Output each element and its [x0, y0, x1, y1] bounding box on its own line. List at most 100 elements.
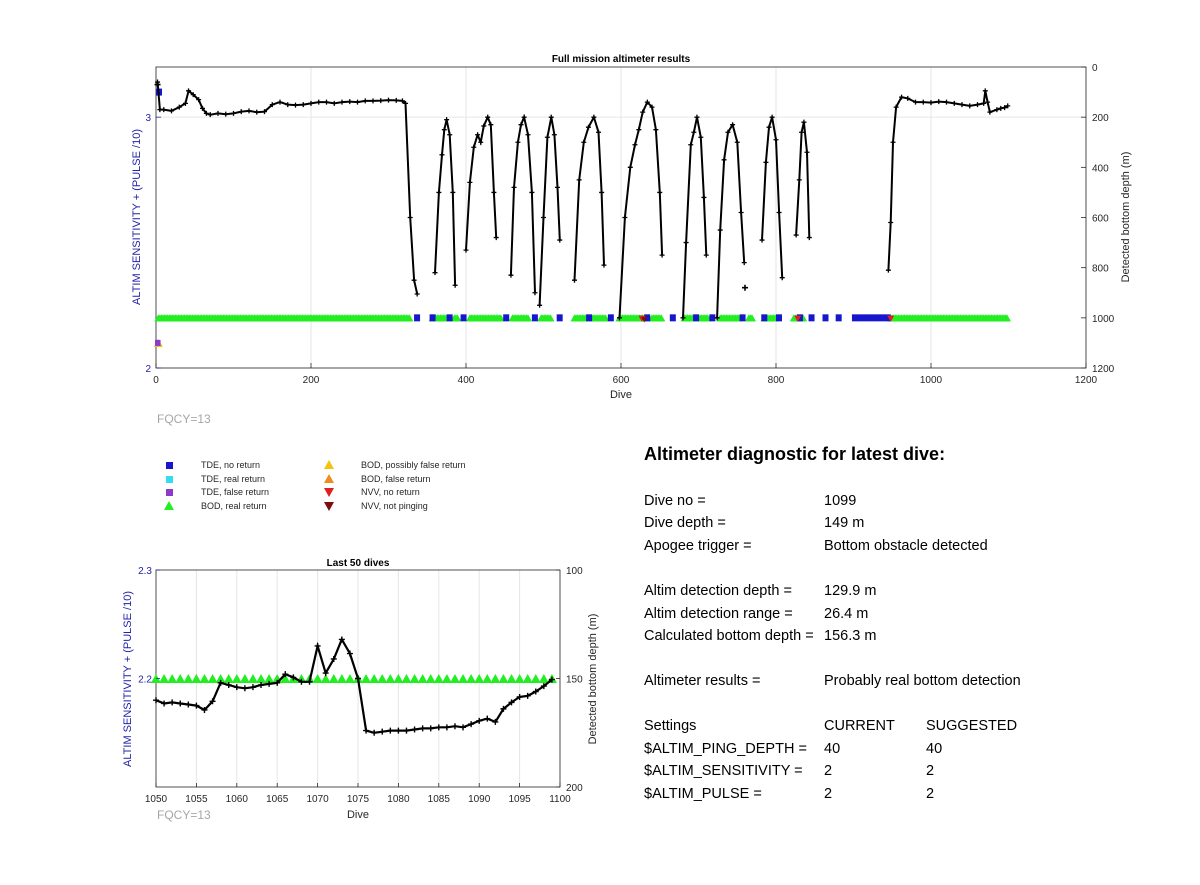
tde-no-return-marker — [851, 314, 891, 322]
depth-point — [554, 184, 560, 190]
depth-point — [308, 100, 314, 106]
setting-current: 2 — [824, 763, 833, 779]
legend-label: BOD, real return — [201, 500, 267, 511]
depth-line-segment — [887, 90, 1009, 271]
depth-point — [492, 718, 499, 725]
depth-point — [888, 220, 894, 226]
depth-point — [298, 678, 305, 685]
tde-no-return-marker — [556, 314, 563, 322]
depth-point — [274, 679, 281, 686]
depth-point — [269, 102, 275, 108]
depth-point — [169, 108, 174, 114]
depth-point — [714, 315, 720, 321]
bod-real-return-marker — [474, 674, 485, 683]
marker-legend: TDE, no return TDE, real return TDE, false… — [164, 460, 495, 521]
depth-point — [659, 252, 665, 258]
depth-point — [463, 247, 469, 253]
depth-point — [185, 701, 192, 708]
depth-point — [540, 683, 547, 690]
depth-point — [928, 100, 934, 106]
depth-point — [363, 727, 370, 734]
bod-real-return-marker — [159, 674, 170, 683]
legend-label: TDE, no return — [201, 460, 261, 470]
bod-real-return-marker — [514, 674, 525, 683]
depth-point — [346, 650, 353, 657]
depth-point — [403, 727, 410, 734]
tde-no-return-marker — [693, 314, 700, 322]
depth-point — [399, 98, 405, 104]
bod-real-return-marker — [458, 674, 469, 683]
depth-point — [414, 291, 420, 297]
bod-real-return-marker — [151, 674, 161, 683]
bod-real-return-marker — [175, 674, 186, 683]
bod-real-return-marker — [490, 674, 501, 683]
y-right-tick-label: 100 — [566, 566, 583, 577]
depth-point — [362, 98, 368, 104]
depth-point — [701, 194, 707, 200]
depth-point — [518, 122, 524, 128]
bottom-chart-grid — [155, 570, 561, 787]
bottom-fqcy-label: FQCY=13 — [157, 808, 211, 822]
bod-real-return-marker — [231, 674, 242, 683]
depth-line-segment — [538, 117, 561, 306]
bod-real-return-marker — [239, 674, 250, 683]
depth-point — [548, 114, 554, 120]
tde-no-return-marker — [446, 314, 453, 322]
bod-real-return-marker — [207, 674, 218, 683]
bod-real-return-marker — [433, 674, 444, 683]
bod-real-return-marker — [215, 674, 226, 683]
depth-outlier-point — [742, 284, 748, 291]
depth-point — [411, 277, 417, 283]
depth-point — [241, 685, 248, 692]
depth-point — [599, 189, 605, 195]
triangle-up-marker-icon — [164, 500, 174, 510]
depth-point — [233, 684, 240, 691]
top-chart-ylabel-right: Detected bottom depth (m) — [1120, 152, 1132, 283]
depth-point — [290, 674, 297, 681]
depth-point — [680, 315, 686, 321]
depth-point — [572, 277, 577, 283]
legend-label: BOD, possibly false return — [361, 460, 466, 470]
tde-no-return-marker — [776, 314, 782, 322]
depth-point — [300, 102, 306, 108]
depth-point — [548, 676, 555, 683]
depth-point — [338, 636, 345, 643]
depth-point — [481, 123, 487, 129]
bottom-chart-markers — [151, 674, 557, 683]
x-tick-label: 1075 — [347, 794, 370, 805]
depth-line-segment — [509, 113, 536, 293]
depth-point — [452, 282, 458, 288]
depth-point — [622, 215, 628, 220]
depth-point — [238, 109, 244, 115]
depth-point — [231, 110, 236, 116]
depth-point — [355, 675, 361, 682]
y-left-tick-label: 2 — [145, 364, 151, 375]
depth-point — [936, 99, 942, 105]
bod-real-return-marker — [449, 674, 460, 683]
depth-point — [441, 127, 447, 133]
depth-point — [370, 98, 376, 104]
detection-depth-label: Altim detection depth = — [644, 583, 792, 599]
bod-real-return-marker — [657, 314, 666, 322]
depth-point — [436, 189, 442, 195]
x-tick-label: 1090 — [468, 794, 491, 805]
depth-point — [683, 240, 689, 246]
depth-point — [314, 642, 321, 649]
diagnostic-title: Altimeter diagnostic for latest dive: — [644, 444, 946, 464]
detection-range-label: Altim detection range = — [644, 606, 793, 622]
depth-point — [975, 102, 980, 108]
depth-point — [694, 114, 700, 120]
depth-point — [447, 132, 453, 138]
y-right-tick-label: 200 — [566, 783, 583, 794]
depth-point — [444, 117, 450, 123]
depth-point — [529, 189, 535, 195]
depth-point — [217, 679, 224, 686]
depth-point — [201, 706, 208, 713]
depth-point — [793, 232, 799, 238]
tde-no-return-marker — [607, 314, 614, 322]
depth-point — [500, 705, 507, 712]
depth-point — [316, 99, 322, 105]
depth-line-segment — [465, 114, 498, 251]
depth-point — [460, 724, 467, 731]
depth-point — [644, 99, 650, 105]
